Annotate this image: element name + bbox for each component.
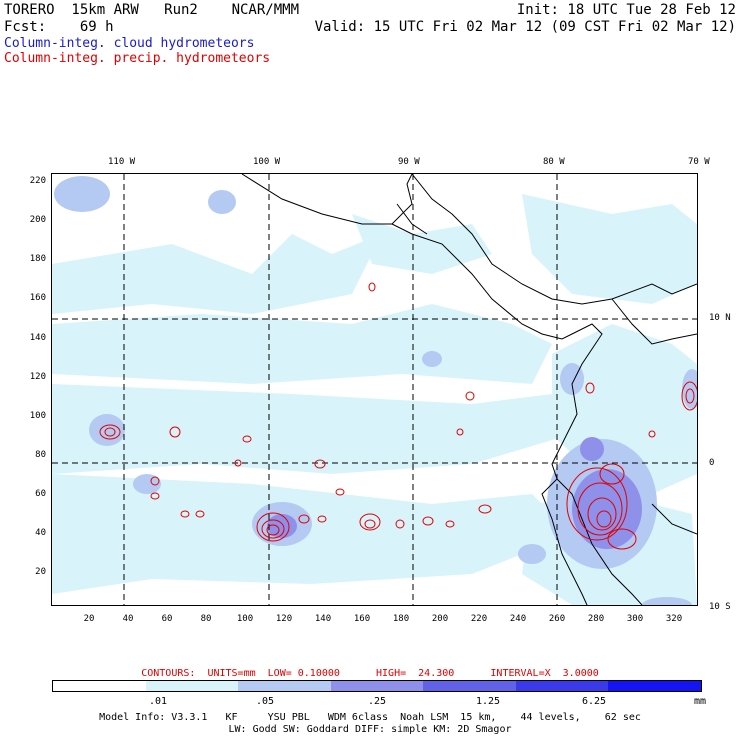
y-tick-100: 100 xyxy=(29,411,46,421)
colorbar-bin-2 xyxy=(238,681,331,691)
x-tick-180: 180 xyxy=(392,614,410,624)
forecast-hour: Fcst: 69 h xyxy=(4,19,114,35)
y-tick-80: 80 xyxy=(35,450,46,460)
x-tick-60: 60 xyxy=(161,614,173,624)
colorbar-label-3: 1.25 xyxy=(475,696,501,707)
lat-label-10n: 10 N xyxy=(709,313,731,323)
contour-info: CONTOURS: UNITS=mm LOW= 0.10000 HIGH= 24… xyxy=(141,668,599,679)
precip-contours xyxy=(99,282,699,550)
lon-label-100w: 100 W xyxy=(253,157,281,167)
x-tick-80: 80 xyxy=(200,614,212,624)
x-tick-120: 120 xyxy=(275,614,293,624)
y-tick-140: 140 xyxy=(29,333,46,343)
fcst-label: Fcst: xyxy=(4,19,47,35)
x-tick-100: 100 xyxy=(236,614,254,624)
colorbar-bin-1 xyxy=(145,681,239,691)
map-panel xyxy=(51,173,702,613)
colorbar xyxy=(52,680,702,692)
lon-label-110w: 110 W xyxy=(108,157,136,167)
field-cloud-label: Column-integ. cloud hydrometeors xyxy=(4,36,255,51)
lon-label-70w: 70 W xyxy=(688,157,710,167)
grid-lines xyxy=(52,174,697,605)
y-tick-220: 220 xyxy=(29,176,46,186)
colorbar-bin-0 xyxy=(53,681,146,691)
x-tick-320: 320 xyxy=(665,614,683,624)
lat-label-10s: 10 S xyxy=(709,602,731,612)
x-tick-220: 220 xyxy=(470,614,488,624)
x-tick-300: 300 xyxy=(626,614,644,624)
colorbar-bin-4 xyxy=(423,681,516,691)
y-tick-160: 160 xyxy=(29,293,46,303)
model-info-line2: LW: Godd SW: Goddard DIFF: simple KM: 2D… xyxy=(228,724,512,735)
lat-label-0: 0 xyxy=(709,458,715,468)
y-tick-60: 60 xyxy=(35,489,46,499)
colorbar-label-4: 6.25 xyxy=(581,696,607,707)
lon-label-80w: 80 W xyxy=(543,157,565,167)
y-tick-120: 120 xyxy=(29,372,46,382)
colorbar-label-2: .25 xyxy=(367,696,387,707)
y-tick-180: 180 xyxy=(29,254,46,264)
colorbar-bin-6 xyxy=(608,681,702,691)
x-tick-140: 140 xyxy=(314,614,332,624)
x-tick-280: 280 xyxy=(587,614,605,624)
init-time: Init: 18 UTC Tue 28 Feb 12 xyxy=(516,2,736,18)
x-tick-260: 260 xyxy=(548,614,566,624)
model-title: TORERO 15km ARW Run2 NCAR/MMM xyxy=(4,2,300,18)
colorbar-bin-3 xyxy=(330,681,424,691)
x-tick-200: 200 xyxy=(431,614,449,624)
x-tick-40: 40 xyxy=(122,614,134,624)
x-tick-240: 240 xyxy=(509,614,527,624)
x-tick-160: 160 xyxy=(353,614,371,624)
y-tick-200: 200 xyxy=(29,215,46,225)
colorbar-units: mm xyxy=(693,696,707,707)
fcst-hours: 69 h xyxy=(79,19,114,35)
x-tick-20: 20 xyxy=(83,614,95,624)
coastlines xyxy=(241,173,698,606)
y-tick-20: 20 xyxy=(35,567,46,577)
valid-time: Valid: 15 UTC Fri 02 Mar 12 (09 CST Fri … xyxy=(314,19,736,35)
y-tick-40: 40 xyxy=(35,528,46,538)
model-info-line1: Model Info: V3.3.1 KF YSU PBL WDM 6class… xyxy=(99,712,641,723)
field-precip-label: Column-integ. precip. hydrometeors xyxy=(4,51,271,66)
colorbar-bin-5 xyxy=(515,681,609,691)
colorbar-label-0: .01 xyxy=(148,696,168,707)
lon-label-90w: 90 W xyxy=(398,157,420,167)
map-svg xyxy=(52,173,702,613)
colorbar-label-1: .05 xyxy=(255,696,275,707)
